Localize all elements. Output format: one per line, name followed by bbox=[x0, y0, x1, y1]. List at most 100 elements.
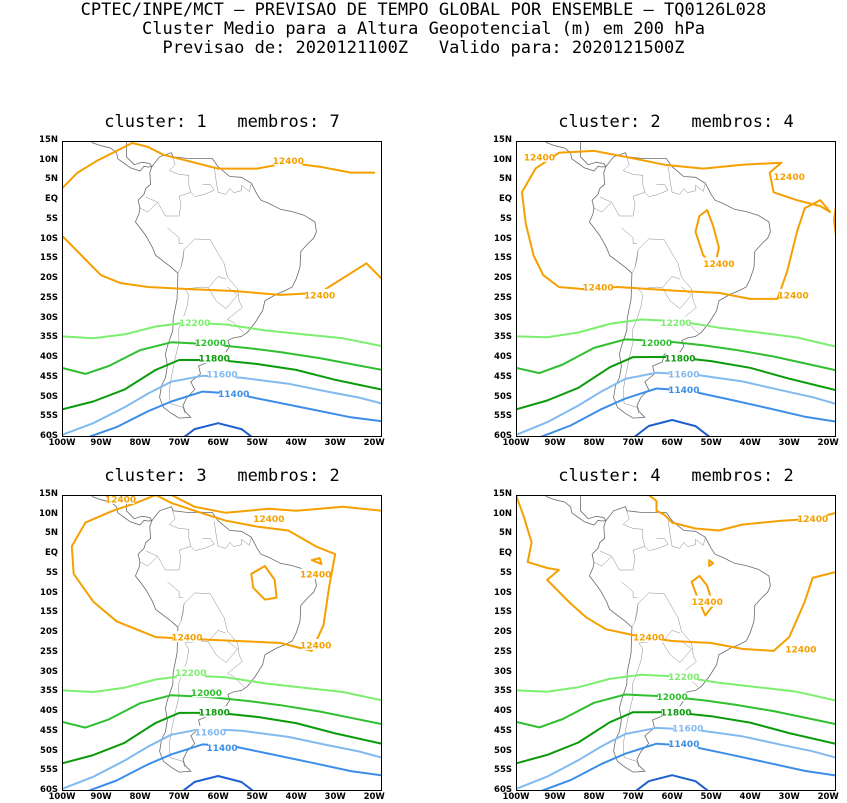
contour-label: 12400 bbox=[785, 645, 816, 655]
latitude-label: 40S bbox=[40, 706, 58, 717]
longitude-label: 40W bbox=[285, 792, 307, 802]
contour-label-bg bbox=[180, 316, 209, 328]
country-border bbox=[167, 227, 183, 244]
contour-label-bg bbox=[584, 281, 612, 292]
contour-12400 bbox=[70, 495, 337, 652]
latitude-label: 50S bbox=[494, 745, 512, 756]
contour-label: 12000 bbox=[195, 339, 226, 349]
longitude-label: 100W bbox=[48, 438, 76, 448]
latitude-label: 25S bbox=[40, 292, 58, 303]
country-border bbox=[184, 276, 226, 290]
country-border bbox=[621, 581, 637, 598]
latitude-label: 15N bbox=[493, 135, 512, 145]
country-border bbox=[593, 202, 612, 213]
longitude-label: 90W bbox=[90, 438, 112, 448]
contour-12200 bbox=[516, 318, 836, 348]
latitude-label: 5N bbox=[44, 528, 58, 539]
contour-11200 bbox=[632, 419, 712, 437]
longitude-label: 40W bbox=[739, 792, 761, 802]
contour-label-bg bbox=[665, 352, 694, 364]
contour-label: 11400 bbox=[218, 390, 249, 400]
country-border bbox=[634, 249, 639, 268]
latitude-label: 50S bbox=[40, 745, 58, 756]
latitude-label: 25S bbox=[40, 646, 58, 657]
latitude-label: 50S bbox=[40, 391, 58, 402]
contour-label-bg bbox=[704, 257, 733, 269]
longitude-label: 80W bbox=[583, 792, 605, 802]
country-border bbox=[622, 152, 646, 193]
country-border bbox=[634, 603, 639, 622]
longitude-label: 70W bbox=[622, 792, 644, 802]
latitude-label: 25S bbox=[494, 646, 512, 657]
contour-label-bg bbox=[200, 706, 229, 718]
longitude-label: 80W bbox=[129, 438, 151, 448]
latitude-label: 10N bbox=[39, 508, 58, 519]
contour-12200 bbox=[516, 673, 836, 702]
country-border bbox=[194, 184, 215, 197]
map-plot: 12400 12400 12400 12400 12400 12200 12000 11800… bbox=[62, 495, 382, 791]
contour-label-bg bbox=[196, 336, 225, 348]
country-border bbox=[667, 520, 706, 549]
contour-label-bg bbox=[219, 387, 248, 399]
latitude-label: 55S bbox=[40, 765, 58, 776]
contour-12400 bbox=[708, 559, 715, 567]
contour-label-bg bbox=[274, 154, 303, 166]
latitude-label: EQ bbox=[44, 194, 58, 205]
map-plot: 12400 12400 12400 12400 12200 12000 11800 11600… bbox=[516, 495, 836, 791]
contour-label: 12400 bbox=[692, 598, 723, 608]
latitude-label: 20S bbox=[494, 627, 512, 638]
contour-label: 11600 bbox=[672, 724, 703, 734]
latitude-label: 30S bbox=[494, 312, 512, 323]
coastline-central-america bbox=[89, 141, 153, 172]
panel-title: cluster: 1 membros: 7 bbox=[104, 112, 340, 132]
coastline-central-america bbox=[89, 495, 153, 526]
map-frame bbox=[516, 141, 836, 437]
contour-label: 11800 bbox=[664, 355, 695, 365]
longitude-label: 50W bbox=[246, 438, 268, 448]
longitude-label: 100W bbox=[502, 438, 530, 448]
country-border bbox=[622, 506, 646, 547]
contour-label: 11600 bbox=[206, 370, 237, 380]
contour-label: 11400 bbox=[668, 386, 699, 396]
panel-title: cluster: 2 membros: 4 bbox=[558, 112, 794, 132]
coastline-south-america bbox=[588, 152, 771, 419]
contour-label: 12400 bbox=[171, 634, 202, 644]
longitude-label: 60W bbox=[661, 438, 683, 448]
contour-12400 bbox=[694, 209, 720, 267]
contour-label: 12400 bbox=[703, 260, 734, 270]
contour-label-bg bbox=[208, 741, 236, 753]
country-border bbox=[208, 286, 238, 310]
contour-label: 12000 bbox=[641, 339, 672, 349]
longitude-label: 90W bbox=[90, 792, 112, 802]
contour-12400 bbox=[170, 495, 382, 514]
country-border bbox=[623, 288, 644, 414]
latitude-label: 5N bbox=[498, 174, 512, 185]
latitude-label: 60S bbox=[494, 431, 512, 441]
contour-label-bg bbox=[301, 639, 330, 650]
latitude-label: 45S bbox=[494, 725, 512, 736]
longitude-label: 60W bbox=[661, 792, 683, 802]
contour-label-bg bbox=[669, 367, 698, 379]
contour-label-bg bbox=[779, 288, 808, 300]
contour-11200 bbox=[181, 775, 255, 791]
country-border bbox=[165, 546, 195, 571]
contour-11200 bbox=[634, 774, 710, 791]
longitude-label: 80W bbox=[583, 438, 605, 448]
longitude-label: 50W bbox=[700, 438, 722, 448]
contour-label-bg bbox=[176, 666, 205, 678]
contour-label: 11600 bbox=[195, 728, 226, 738]
contour-label-bg bbox=[786, 642, 815, 654]
country-border bbox=[139, 556, 158, 567]
latitude-label: 35S bbox=[494, 332, 512, 343]
longitude-label: 20W bbox=[363, 792, 385, 802]
country-border bbox=[139, 202, 158, 213]
contour-label-bg bbox=[775, 170, 804, 182]
longitude-label: 70W bbox=[168, 792, 190, 802]
latitude-label: EQ bbox=[498, 194, 512, 205]
latitude-label: 5S bbox=[499, 213, 512, 224]
longitude-label: 100W bbox=[48, 792, 76, 802]
country-border bbox=[177, 592, 245, 688]
latitude-label: EQ bbox=[44, 548, 58, 559]
latitude-label: EQ bbox=[498, 548, 512, 559]
contour-label: 11400 bbox=[206, 744, 237, 754]
